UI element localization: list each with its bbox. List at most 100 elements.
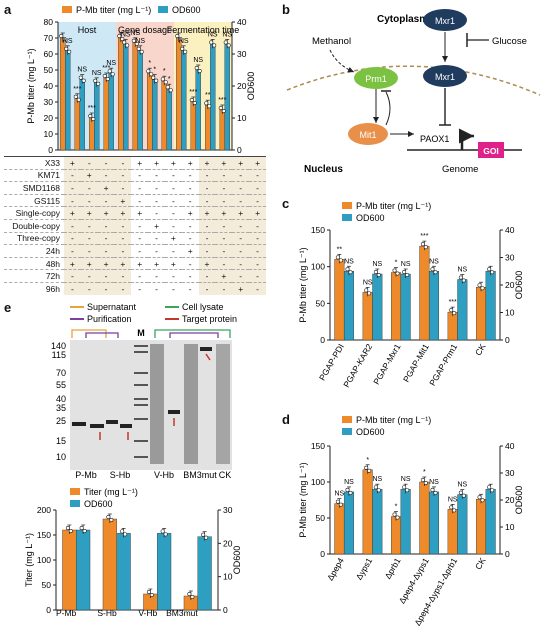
condition-cell: - — [131, 244, 149, 258]
condition-cell: - — [148, 206, 165, 220]
chart-d: 0 50 100 150 0 10 20 30 40 P-Mb titer (mg L⁻¹) OD6… — [298, 415, 524, 627]
bar-titer — [219, 109, 225, 151]
condition-cell: - — [198, 193, 216, 207]
condition-cell: + — [232, 206, 250, 220]
condition-label: 72h — [4, 269, 64, 283]
bar-od600 — [152, 79, 158, 151]
goi-box — [478, 142, 504, 158]
nucleus-label: Nucleus — [304, 164, 343, 175]
condition-cell: - — [114, 181, 132, 195]
legend-swatch-od600 — [70, 500, 80, 507]
condition-cell: + — [80, 206, 98, 220]
bar-titer — [205, 104, 211, 151]
x-tick-label: CK — [473, 342, 488, 358]
condition-cell: - — [215, 193, 233, 207]
condition-cell: - — [97, 168, 115, 182]
y-tick-label: 40 — [44, 81, 54, 91]
y2-tick-label: 20 — [505, 280, 515, 290]
condition-cell: - — [249, 181, 266, 195]
condition-cell: + — [232, 156, 250, 170]
legend-swatch-od600 — [158, 6, 168, 13]
condition-cell: - — [148, 181, 165, 195]
legend-swatch-titer — [342, 416, 352, 423]
significance-label: NS — [448, 496, 458, 503]
mw-label: 10 — [56, 452, 66, 462]
condition-cell: - — [80, 156, 98, 170]
y-axis-title: Titer (mg L⁻¹) — [24, 533, 34, 587]
group-label: Fermentation time — [167, 25, 240, 35]
significance-label: *** — [88, 105, 96, 112]
bar-od600 — [195, 69, 201, 151]
condition-label: 96h — [4, 281, 64, 295]
group-label: Gene dosage — [118, 25, 172, 35]
condition-cell: - — [198, 168, 216, 182]
condition-cell: - — [164, 269, 182, 283]
condition-cell: + — [249, 206, 266, 220]
condition-cell: + — [164, 231, 182, 245]
condition-cell: - — [148, 281, 165, 295]
condition-cell: - — [164, 168, 182, 182]
bar-titer — [118, 37, 124, 151]
bar-od600 — [343, 491, 355, 555]
bar-od600 — [372, 488, 383, 555]
condition-cell: - — [64, 218, 81, 233]
y-tick-label: 50 — [44, 65, 54, 75]
condition-cell: - — [198, 269, 216, 283]
mw-label: 115 — [52, 350, 66, 360]
bar-od600 — [166, 88, 172, 151]
legend-label-od600: OD600 — [356, 427, 385, 437]
condition-cell: - — [232, 231, 250, 245]
condition-row: 24h - - - - - - - + - - - - — [4, 244, 266, 258]
condition-cell: + — [114, 256, 132, 270]
significance-label: NS — [121, 31, 131, 38]
condition-row: Single-copy + + + + + - - + + + + + — [4, 206, 266, 220]
legend-label-od600: OD600 — [172, 5, 201, 15]
significance-label: NS — [92, 70, 102, 77]
condition-cell: - — [232, 269, 250, 283]
condition-cell: - — [181, 193, 199, 207]
condition-cell: - — [232, 181, 250, 195]
condition-cell: - — [249, 269, 266, 283]
prm1-label: Prm1 — [365, 74, 387, 84]
significance-label: NS — [344, 479, 354, 486]
condition-cell: + — [198, 156, 216, 170]
bar-od600 — [457, 279, 468, 341]
significance-label: NS — [372, 261, 382, 268]
bar-od600 — [197, 536, 212, 611]
mw-label: 70 — [56, 368, 66, 378]
bar-titer — [390, 272, 402, 341]
condition-cell: + — [215, 269, 233, 283]
bar-titer — [419, 245, 430, 341]
bar-titer — [103, 77, 109, 151]
condition-cell: + — [164, 156, 182, 170]
significance-label: NS — [106, 60, 116, 67]
legend-swatch-titer — [70, 488, 80, 495]
y-tick-label: 100 — [311, 477, 325, 487]
mit1-label: Mit1 — [359, 130, 376, 140]
glucose-label: Glucose — [492, 36, 527, 47]
panel-label-c: c — [282, 196, 290, 211]
condition-cell: - — [249, 256, 266, 270]
bar-titer — [447, 311, 458, 341]
y2-axis-title: OD600 — [514, 486, 524, 515]
condition-cell: + — [232, 281, 250, 295]
y2-tick-label: 0 — [237, 145, 242, 155]
condition-cell: + — [198, 206, 216, 220]
x-tick-label: S-Hb — [97, 608, 117, 618]
y-axis-title: P-Mb titer (mg L⁻¹) — [298, 247, 308, 322]
condition-cell: - — [97, 156, 115, 170]
bar-titer — [190, 101, 196, 151]
y2-tick-label: 20 — [505, 495, 515, 505]
condition-cell: - — [215, 218, 233, 233]
y2-tick-label: 30 — [223, 505, 233, 515]
condition-label: X33 — [4, 156, 64, 170]
condition-cell: - — [249, 231, 266, 245]
condition-cell: - — [249, 168, 266, 182]
condition-cell: - — [148, 231, 165, 245]
significance-label: NS — [77, 67, 87, 74]
y2-tick-label: 10 — [223, 572, 233, 582]
condition-cell: - — [215, 244, 233, 258]
condition-cell: - — [97, 281, 115, 295]
condition-cell: - — [232, 244, 250, 258]
condition-cell: - — [80, 231, 98, 245]
